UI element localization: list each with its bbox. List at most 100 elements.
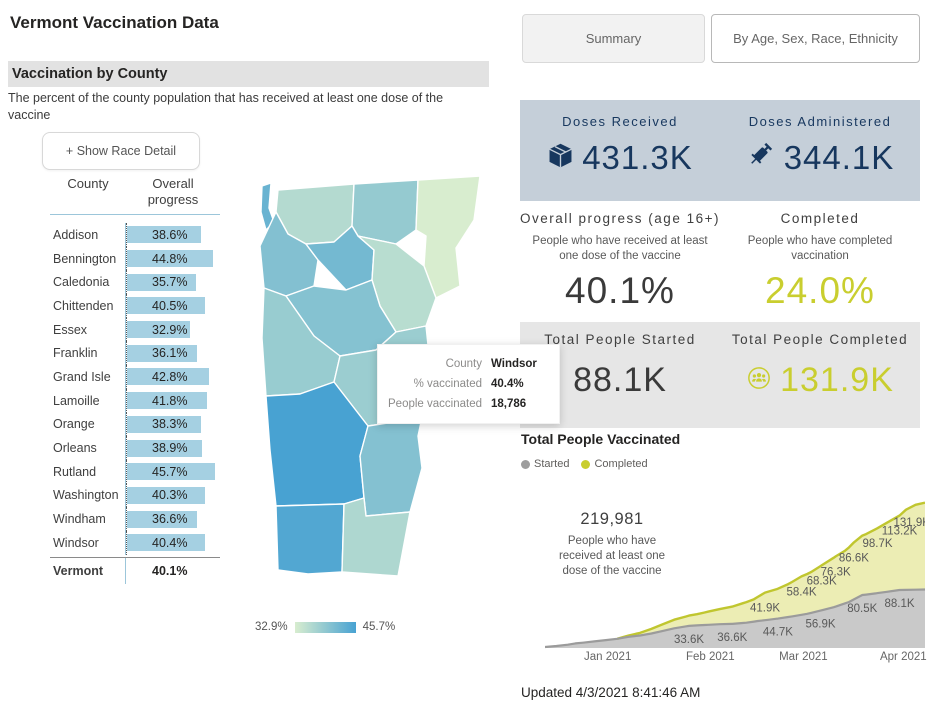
table-row[interactable]: Orleans 38.9% [50,436,220,460]
trend-chart-title: Total People Vaccinated [521,431,681,447]
show-race-detail-button[interactable]: + Show Race Detail [42,132,200,170]
tooltip-label: % vaccinated [413,378,482,390]
map-county-windham[interactable] [341,497,411,577]
table-row[interactable]: Bennington 44.8% [50,246,220,271]
county-name: Addison [50,223,126,247]
map-legend-min: 32.9% [255,621,288,633]
progress-value: 41.8% [152,393,188,408]
progress-bar [127,226,202,244]
map-tooltip: County Windsor % vaccinated 40.4% People… [377,344,560,424]
progress-value: 40.5% [152,298,188,313]
progress-value: 38.9% [152,441,188,456]
data-label: 56.9K [805,619,835,631]
table-row[interactable]: Grand Isle 42.8% [50,365,220,389]
completed-desc: People who have completed vaccination [747,235,893,262]
doses-administered-label: Doses Administered [748,114,892,129]
total-completed-label: Total People Completed [731,332,909,347]
table-row[interactable]: Caledonia 35.7% [50,270,220,295]
doses-received-kpi: Doses Received 431.3K [520,100,720,201]
overall-progress-desc: People who have received at least one do… [532,235,708,262]
county-name: Rutland [50,459,126,484]
progress-bar [127,344,197,362]
legend-item-started[interactable]: Started [521,458,569,470]
progress-cell: 42.8% [126,365,220,389]
progress-bar [127,297,205,315]
map-county-orleans[interactable] [351,179,419,245]
table-row[interactable]: Franklin 36.1% [50,341,220,366]
table-row[interactable]: Rutland 45.7% [50,459,220,484]
doses-administered-value: 344.1K [783,139,895,176]
map-color-legend: 32.9% 45.7% [255,621,395,633]
x-axis-tick: Feb 2021 [685,651,735,663]
total-row-value: 40.1% [152,563,188,578]
data-label: 76.3K [821,566,851,578]
tab-by-age-sex-race-ethnicity[interactable]: By Age, Sex, Race, Ethnicity [711,14,920,63]
table-row[interactable]: Addison 38.6% [50,223,220,247]
progress-bar [127,510,198,528]
progress-bar [127,392,208,410]
tab-summary[interactable]: Summary [522,14,705,63]
table-row[interactable]: Lamoille 41.8% [50,388,220,413]
data-label: 58.4K [786,586,816,598]
data-label: 68.3K [807,575,837,587]
progress-bar [127,368,210,386]
county-name: Franklin [50,341,126,366]
table-row[interactable]: Windham 36.6% [50,507,220,531]
tooltip-value: 40.4% [491,378,524,390]
map-legend-max: 45.7% [362,621,396,633]
page-title: Vermont Vaccination Data [10,13,219,32]
progress-cell: 44.8% [126,246,220,271]
county-name: Essex [50,317,126,342]
trend-x-axis: Jan 2021 Feb 2021 Mar 2021 Apr 2021 [545,651,927,667]
table-row[interactable]: Washington 40.3% [50,483,220,508]
progress-cell: 40.3% [126,483,220,508]
county-name: Windham [50,507,126,531]
progress-cell: 32.9% [126,317,220,342]
overall-progress-label: Overall progress (age 16+) [520,211,720,226]
trend-area-chart[interactable]: 33.6K 36.6K 44.7K 56.9K 80.5K 88.1K 41.9K 58.4K… [545,498,925,650]
started-area [545,589,925,648]
legend-item-completed[interactable]: Completed [581,458,648,470]
doses-card: Doses Received 431.3K Doses Administered… [520,100,920,201]
total-completed-value: 131.9K [780,361,894,399]
table-row[interactable]: Chittenden 40.5% [50,294,220,318]
x-axis-tick: Jan 2021 [584,651,632,663]
completed-line [616,501,925,640]
section-header: Vaccination by County [8,61,489,87]
map-county-essex[interactable] [415,175,481,299]
table-row[interactable]: Orange 38.3% [50,412,220,437]
progress-cell: 38.6% [126,223,220,247]
data-label: 44.7K [763,627,793,639]
county-name: Orange [50,412,126,437]
progress-cell: 45.7% [126,459,220,484]
trend-annotation: 219,981 People who have received at least… [548,510,676,579]
county-table-body: Addison 38.6% Bennington 44.8% Caledonia 35.7… [50,215,220,555]
table-row[interactable]: Essex 32.9% [50,317,220,342]
county-name: Washington [50,483,126,508]
data-label: 36.6K [717,632,747,644]
progress-bar [127,321,191,339]
county-name: Windsor [50,530,126,555]
completed-kpi: Completed People who have completed vacc… [720,203,920,312]
progress-cell: 40.4% [126,530,220,555]
data-label: 80.5K [847,603,877,615]
legend-completed-label: Completed [594,458,648,470]
progress-value: 36.6% [152,512,188,527]
map-county-bennington[interactable] [275,503,345,575]
table-row[interactable]: Windsor 40.4% [50,530,220,555]
syringe-icon [746,139,776,177]
progress-cell: 40.5% [126,294,220,318]
x-axis-tick: Apr 2021 [879,651,927,663]
progress-bar [127,250,214,268]
column-header-county: County [67,176,109,191]
table-row-total: Vermont 40.1% [50,556,220,584]
tooltip-value: 18,786 [491,398,527,410]
progress-value: 35.7% [152,275,188,290]
progress-bar [127,486,205,504]
completed-dot-icon [581,459,591,469]
total-row-label: Vermont [50,557,126,584]
progress-value: 36.1% [152,346,188,361]
annotation-value: 219,981 [580,510,644,528]
progress-cell: 36.6% [126,507,220,531]
total-started-label: Total People Started [544,332,696,347]
